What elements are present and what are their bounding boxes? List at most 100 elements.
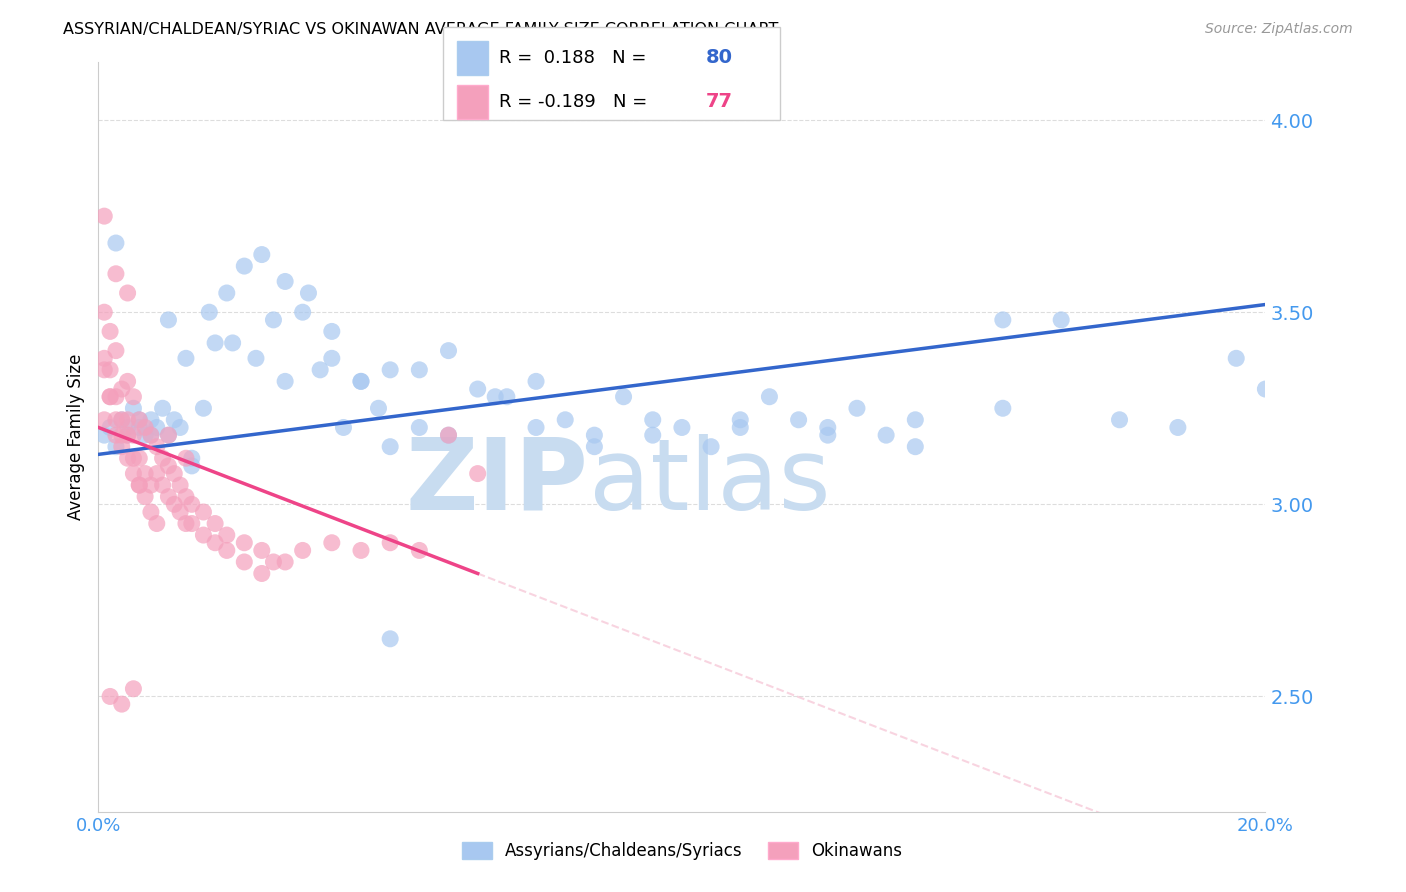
- Text: 77: 77: [706, 92, 733, 112]
- Point: [641, 413, 664, 427]
- Point: [128, 420, 150, 434]
- Point: [169, 505, 191, 519]
- Point: [111, 413, 134, 427]
- Point: [321, 351, 343, 366]
- Point: [117, 375, 139, 389]
- Point: [128, 451, 150, 466]
- Point: [93, 363, 115, 377]
- Point: [583, 440, 606, 454]
- Point: [117, 413, 139, 427]
- Point: [104, 343, 127, 358]
- Point: [408, 543, 430, 558]
- Point: [93, 305, 115, 319]
- Point: [180, 497, 202, 511]
- Point: [554, 413, 576, 427]
- Point: [332, 420, 354, 434]
- Point: [117, 285, 139, 300]
- Point: [163, 497, 186, 511]
- Point: [291, 305, 314, 319]
- Point: [146, 440, 169, 454]
- Point: [139, 413, 162, 427]
- Point: [104, 440, 127, 454]
- Point: [1225, 351, 1247, 366]
- Point: [350, 375, 373, 389]
- Point: [380, 440, 402, 454]
- Point: [122, 467, 145, 481]
- Point: [134, 467, 156, 481]
- Point: [524, 375, 547, 389]
- Point: [437, 428, 460, 442]
- Point: [152, 478, 174, 492]
- Point: [122, 401, 145, 416]
- Point: [408, 420, 430, 434]
- Point: [98, 325, 121, 339]
- Point: [274, 275, 297, 289]
- Point: [198, 305, 221, 319]
- Point: [93, 209, 115, 223]
- Point: [104, 390, 127, 404]
- Point: [193, 528, 215, 542]
- Point: [98, 363, 121, 377]
- Point: [730, 413, 752, 427]
- Point: [104, 235, 127, 250]
- Point: [641, 428, 664, 442]
- Text: atlas: atlas: [589, 434, 830, 531]
- Point: [215, 528, 238, 542]
- Point: [321, 535, 343, 549]
- Point: [157, 313, 180, 327]
- Point: [730, 420, 752, 434]
- Point: [1050, 313, 1073, 327]
- Point: [180, 451, 202, 466]
- Point: [215, 285, 238, 300]
- Point: [1254, 382, 1277, 396]
- Point: [157, 490, 180, 504]
- Point: [169, 478, 191, 492]
- Point: [380, 363, 402, 377]
- Point: [233, 535, 256, 549]
- Point: [134, 420, 156, 434]
- Point: [991, 313, 1014, 327]
- Point: [991, 401, 1014, 416]
- Point: [98, 690, 121, 704]
- Point: [157, 428, 180, 442]
- Point: [174, 516, 197, 531]
- Point: [128, 478, 150, 492]
- Point: [104, 413, 127, 427]
- Point: [98, 390, 121, 404]
- Point: [350, 543, 373, 558]
- Point: [180, 458, 202, 473]
- Point: [846, 401, 869, 416]
- Point: [152, 451, 174, 466]
- Point: [297, 285, 319, 300]
- Point: [163, 413, 186, 427]
- Point: [437, 428, 460, 442]
- Point: [98, 390, 121, 404]
- Point: [367, 401, 389, 416]
- Point: [111, 428, 134, 442]
- Legend: Assyrians/Chaldeans/Syriacs, Okinawans: Assyrians/Chaldeans/Syriacs, Okinawans: [456, 836, 908, 867]
- Point: [163, 467, 186, 481]
- Point: [122, 451, 145, 466]
- Point: [380, 632, 402, 646]
- Point: [139, 505, 162, 519]
- Point: [1167, 420, 1189, 434]
- Point: [350, 375, 373, 389]
- Point: [204, 535, 226, 549]
- Point: [111, 697, 134, 711]
- Point: [111, 440, 134, 454]
- Point: [700, 440, 723, 454]
- Point: [467, 382, 489, 396]
- Y-axis label: Average Family Size: Average Family Size: [66, 354, 84, 520]
- Point: [321, 325, 343, 339]
- Point: [408, 363, 430, 377]
- Point: [904, 440, 927, 454]
- Point: [193, 401, 215, 416]
- Text: 80: 80: [706, 48, 733, 67]
- Point: [134, 428, 156, 442]
- Point: [122, 390, 145, 404]
- Point: [612, 390, 634, 404]
- Point: [117, 428, 139, 442]
- Point: [93, 428, 115, 442]
- Point: [104, 428, 127, 442]
- Point: [496, 390, 519, 404]
